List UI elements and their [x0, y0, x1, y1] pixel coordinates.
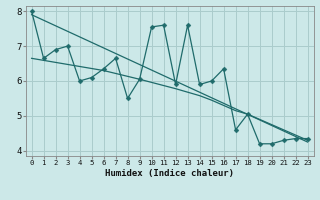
X-axis label: Humidex (Indice chaleur): Humidex (Indice chaleur) [105, 169, 234, 178]
